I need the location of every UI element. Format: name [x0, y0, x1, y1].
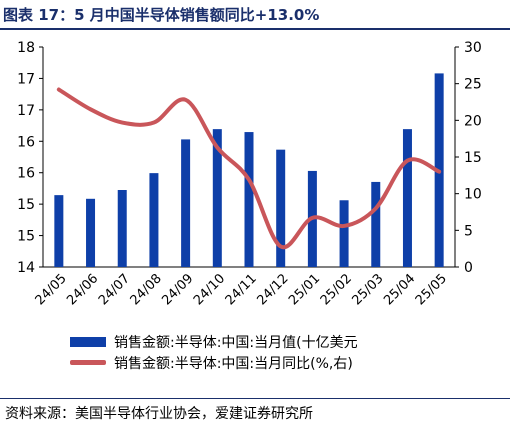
- x-axis: 24/0524/0624/0724/0824/0924/1024/1124/12…: [33, 271, 450, 308]
- bar: [371, 181, 381, 267]
- right-tick-label: 5: [464, 223, 473, 239]
- left-tick-label: 15: [17, 197, 35, 213]
- x-tick-label: 25/03: [349, 271, 386, 308]
- x-tick-label: 25/02: [318, 271, 355, 308]
- right-axis: 30 25 20 15 10 5 0: [454, 40, 482, 276]
- legend-line-swatch: [70, 360, 106, 365]
- bar-series: [54, 73, 444, 268]
- x-tick-label: 24/09: [159, 271, 196, 308]
- legend-item-bar: 销售金额:半导体:中国:当月值(十亿美元: [70, 331, 358, 352]
- bar: [276, 149, 286, 267]
- x-tick-label: 24/05: [33, 271, 70, 308]
- x-tick-label: 25/01: [286, 271, 323, 308]
- legend-bar-swatch: [70, 336, 106, 347]
- x-tick-label: 25/05: [413, 271, 450, 308]
- left-tick-label: 15: [17, 229, 35, 245]
- right-tick-label: 25: [464, 77, 482, 93]
- chart: 18 17 17 16 16 15 15 14 30 25 20 15 10 5 0 24/0524/06…: [17, 40, 482, 308]
- source-note: 资料来源：美国半导体行业协会，爱建证券研究所: [5, 406, 313, 422]
- legend-label-line: 销售金额:半导体:中国:当月同比(%,右): [114, 355, 353, 372]
- left-axis: 18 17 17 16 16 15 15 14: [17, 40, 455, 276]
- right-tick-label: 15: [464, 150, 482, 166]
- right-tick-label: 10: [464, 187, 482, 203]
- bar: [181, 139, 191, 267]
- legend-item-line: 销售金额:半导体:中国:当月同比(%,右): [70, 352, 358, 373]
- x-tick-label: 24/08: [128, 271, 165, 308]
- x-tick-label: 24/10: [191, 271, 228, 308]
- bar: [86, 198, 96, 267]
- left-tick-label: 17: [17, 103, 35, 119]
- legend-label-bar: 销售金额:半导体:中国:当月值(十亿美元: [114, 334, 358, 351]
- chart-title: 图表 17：5 月中国半导体销售额同比+13.0%: [3, 6, 320, 24]
- bar: [117, 190, 127, 267]
- bar: [212, 129, 222, 267]
- bar: [339, 200, 349, 267]
- title-divider: [0, 28, 510, 30]
- right-tick-label: 30: [464, 40, 482, 56]
- bar: [149, 173, 159, 267]
- left-tick-label: 16: [17, 134, 35, 150]
- x-tick-label: 24/12: [254, 271, 291, 308]
- line-path: [56, 87, 442, 250]
- right-tick-label: 20: [464, 113, 482, 129]
- line-series: [56, 87, 442, 250]
- left-tick-label: 18: [17, 40, 35, 56]
- x-tick-label: 24/11: [223, 271, 260, 308]
- legend: 销售金额:半导体:中国:当月值(十亿美元 销售金额:半导体:中国:当月同比(%,…: [70, 331, 358, 373]
- left-tick-label: 14: [17, 260, 35, 276]
- bar: [54, 195, 64, 267]
- bar: [244, 132, 254, 267]
- right-tick-label: 0: [464, 260, 473, 276]
- left-tick-label: 17: [17, 71, 35, 87]
- x-tick-label: 25/04: [381, 271, 418, 308]
- left-tick-label: 16: [17, 166, 35, 182]
- x-tick-label: 24/07: [96, 271, 133, 308]
- source-divider: [0, 398, 510, 399]
- bar: [402, 129, 412, 267]
- x-tick-label: 24/06: [64, 271, 101, 308]
